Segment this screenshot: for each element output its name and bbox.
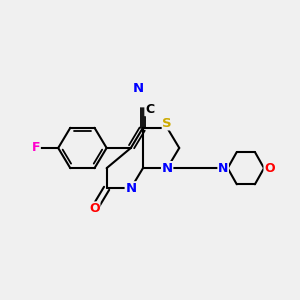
Text: N: N xyxy=(125,182,136,195)
Text: N: N xyxy=(133,82,144,95)
Text: N: N xyxy=(218,162,228,175)
Text: F: F xyxy=(32,142,40,154)
Text: C: C xyxy=(145,103,154,116)
Text: O: O xyxy=(89,202,100,215)
Text: N: N xyxy=(162,162,173,175)
Text: S: S xyxy=(162,117,172,130)
Text: O: O xyxy=(264,162,275,175)
